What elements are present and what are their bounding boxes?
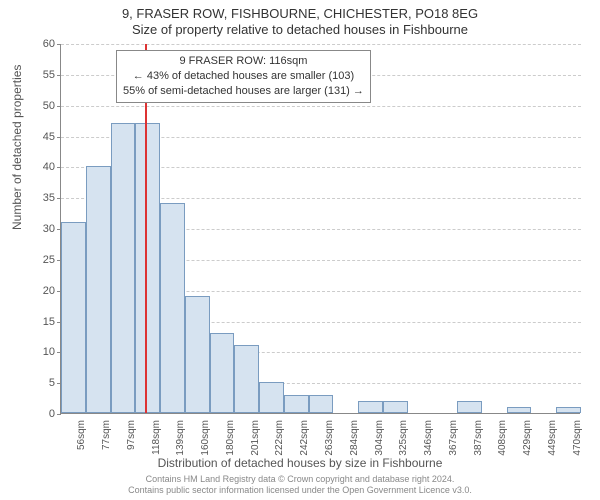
histogram-bar	[556, 407, 581, 413]
ytick-label: 40	[25, 161, 55, 173]
histogram-bar	[234, 345, 259, 413]
histogram-bar	[135, 123, 160, 413]
ytick-label: 35	[25, 192, 55, 204]
footer-line1: Contains HM Land Registry data © Crown c…	[146, 474, 455, 484]
histogram-bar	[358, 401, 383, 413]
histogram-bar	[61, 222, 86, 413]
histogram-bar	[284, 395, 309, 414]
ytick-mark	[57, 106, 61, 107]
ytick-label: 0	[25, 408, 55, 420]
histogram-bar	[457, 401, 482, 413]
ytick-mark	[57, 137, 61, 138]
gridline	[61, 44, 581, 45]
ytick-mark	[57, 44, 61, 45]
histogram-bar	[309, 395, 334, 414]
ytick-mark	[57, 75, 61, 76]
chart-title-line2: Size of property relative to detached ho…	[0, 22, 600, 43]
ytick-label: 45	[25, 131, 55, 143]
histogram-bar	[210, 333, 235, 413]
gridline	[61, 106, 581, 107]
ytick-mark	[57, 167, 61, 168]
ytick-label: 15	[25, 316, 55, 328]
plot-area: 05101520253035404550556056sqm77sqm97sqm1…	[60, 44, 580, 414]
chart-area: 05101520253035404550556056sqm77sqm97sqm1…	[60, 44, 580, 414]
ytick-label: 50	[25, 100, 55, 112]
ytick-label: 25	[25, 254, 55, 266]
ytick-label: 10	[25, 346, 55, 358]
ytick-label: 60	[25, 38, 55, 50]
histogram-bar	[185, 296, 210, 413]
chart-title-line1: 9, FRASER ROW, FISHBOURNE, CHICHESTER, P…	[0, 0, 600, 22]
y-axis-label: Number of detached properties	[10, 65, 24, 230]
footer-text: Contains HM Land Registry data © Crown c…	[0, 474, 600, 496]
histogram-bar	[507, 407, 532, 413]
chart-container: 9, FRASER ROW, FISHBOURNE, CHICHESTER, P…	[0, 0, 600, 500]
ytick-label: 5	[25, 377, 55, 389]
annotation-box: 9 FRASER ROW: 116sqm ← 43% of detached ho…	[116, 50, 371, 103]
ytick-label: 55	[25, 69, 55, 81]
annotation-line2: ← 43% of detached houses are smaller (10…	[133, 70, 354, 82]
histogram-bar	[259, 382, 284, 413]
ytick-mark	[57, 414, 61, 415]
histogram-bar	[86, 166, 111, 413]
annotation-line1: 9 FRASER ROW: 116sqm	[179, 55, 307, 67]
ytick-label: 20	[25, 285, 55, 297]
x-axis-label: Distribution of detached houses by size …	[0, 456, 600, 470]
ytick-label: 30	[25, 223, 55, 235]
ytick-mark	[57, 198, 61, 199]
histogram-bar	[383, 401, 408, 413]
footer-line2: Contains public sector information licen…	[128, 485, 472, 495]
histogram-bar	[111, 123, 136, 413]
annotation-line3: 55% of semi-detached houses are larger (…	[123, 85, 364, 97]
histogram-bar	[160, 203, 185, 413]
